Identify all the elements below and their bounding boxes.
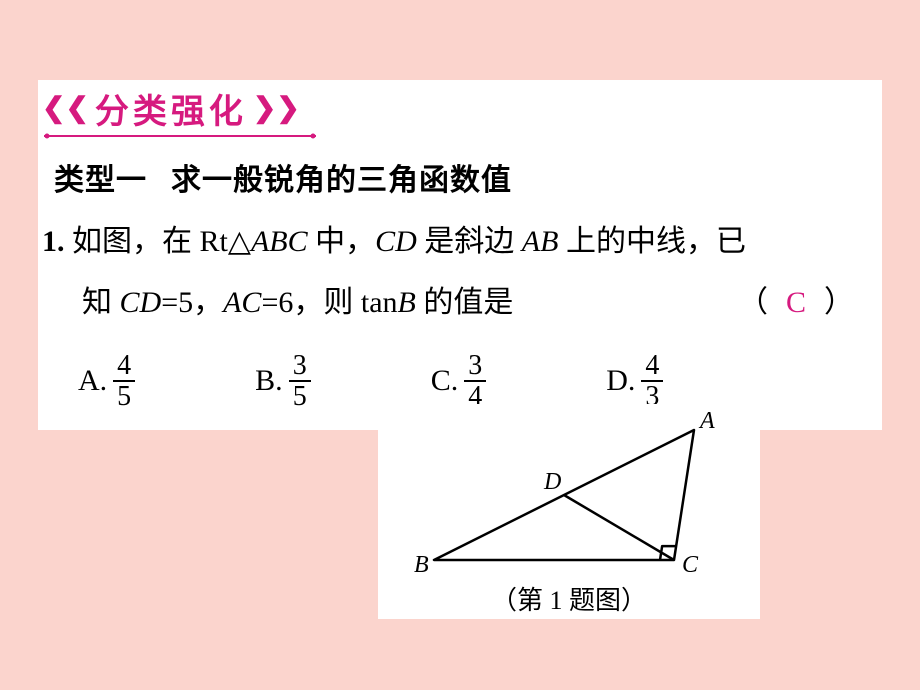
q-text: =6，则 tan bbox=[261, 286, 397, 319]
question-line-2: 知 CD=5，AC=6，则 tanB 的值是 （ C ） bbox=[82, 274, 866, 331]
choice-C-fraction: 3 4 bbox=[464, 351, 486, 412]
q-text: 知 bbox=[82, 286, 120, 319]
frac-den: 5 bbox=[113, 382, 135, 411]
banner-title: 分类强化 bbox=[95, 84, 247, 133]
answer-letter: C bbox=[786, 274, 806, 331]
choice-B: B. 3 5 bbox=[255, 351, 311, 412]
choice-D-label: D. bbox=[606, 364, 635, 398]
q-text: 是斜边 bbox=[417, 225, 522, 258]
frac-num: 4 bbox=[113, 351, 135, 382]
q-text: 上的中线，已 bbox=[558, 225, 746, 258]
choice-A: A. 4 5 bbox=[78, 351, 135, 412]
choice-D-fraction: 4 3 bbox=[641, 351, 663, 412]
choice-B-label: B. bbox=[255, 364, 283, 398]
choice-A-fraction: 4 5 bbox=[113, 351, 135, 412]
vertex-label-D: D bbox=[543, 469, 561, 495]
choice-C: C. 3 4 bbox=[431, 351, 487, 412]
median-DC bbox=[564, 495, 674, 560]
q-text: =5， bbox=[161, 286, 223, 319]
vertex-label-C: C bbox=[682, 552, 699, 578]
triangle-figure: A B C D bbox=[404, 410, 734, 580]
choices-row: A. 4 5 B. 3 5 C. 3 4 D. 4 bbox=[78, 351, 882, 412]
banner-right-arrow: ❯❯ bbox=[253, 95, 300, 123]
figure-caption: （第 1 题图） bbox=[388, 580, 750, 617]
label-CD: CD bbox=[375, 225, 417, 258]
label-B: B bbox=[398, 286, 416, 319]
label-CD2: CD bbox=[120, 286, 162, 319]
paren-close: ） bbox=[824, 274, 854, 331]
q-text: 的值是 bbox=[416, 286, 514, 319]
triangle-symbol: △ bbox=[228, 225, 251, 258]
banner-left-arrow: ❮❮ bbox=[42, 95, 89, 123]
choice-B-fraction: 3 5 bbox=[289, 351, 311, 412]
question-line-1: 1. 如图，在 Rt△ABC 中，CD 是斜边 AB 上的中线，已 bbox=[42, 213, 866, 270]
figure-box: A B C D （第 1 题图） bbox=[378, 404, 760, 619]
label-AB: AB bbox=[522, 225, 559, 258]
frac-den: 5 bbox=[289, 382, 311, 411]
type-label: 类型一 bbox=[54, 164, 147, 197]
choice-C-label: C. bbox=[431, 364, 459, 398]
vertex-label-A: A bbox=[698, 410, 715, 434]
type-heading: 类型一求一般锐角的三角函数值 bbox=[54, 155, 882, 199]
content-box: ❮❮ 分类强化 ❯❯ 类型一求一般锐角的三角函数值 1. 如图，在 Rt△ABC… bbox=[38, 80, 882, 430]
label-AC: AC bbox=[223, 286, 261, 319]
banner-underline bbox=[44, 133, 316, 136]
section-banner: ❮❮ 分类强化 ❯❯ bbox=[38, 80, 328, 137]
q-text: 中， bbox=[308, 225, 376, 258]
type-title: 求一般锐角的三角函数值 bbox=[171, 164, 512, 197]
answer-parentheses: （ C ） bbox=[738, 274, 854, 331]
q-text: 如图，在 Rt bbox=[72, 225, 228, 258]
question-1: 1. 如图，在 Rt△ABC 中，CD 是斜边 AB 上的中线，已 知 CD=5… bbox=[42, 213, 866, 331]
frac-num: 3 bbox=[289, 351, 311, 382]
paren-open: （ bbox=[738, 274, 768, 331]
question-number: 1. bbox=[42, 225, 65, 258]
frac-num: 3 bbox=[464, 351, 486, 382]
label-ABC: ABC bbox=[251, 225, 308, 258]
frac-num: 4 bbox=[641, 351, 663, 382]
choice-A-label: A. bbox=[78, 364, 107, 398]
choice-D: D. 4 3 bbox=[606, 351, 663, 412]
vertex-label-B: B bbox=[414, 552, 429, 578]
